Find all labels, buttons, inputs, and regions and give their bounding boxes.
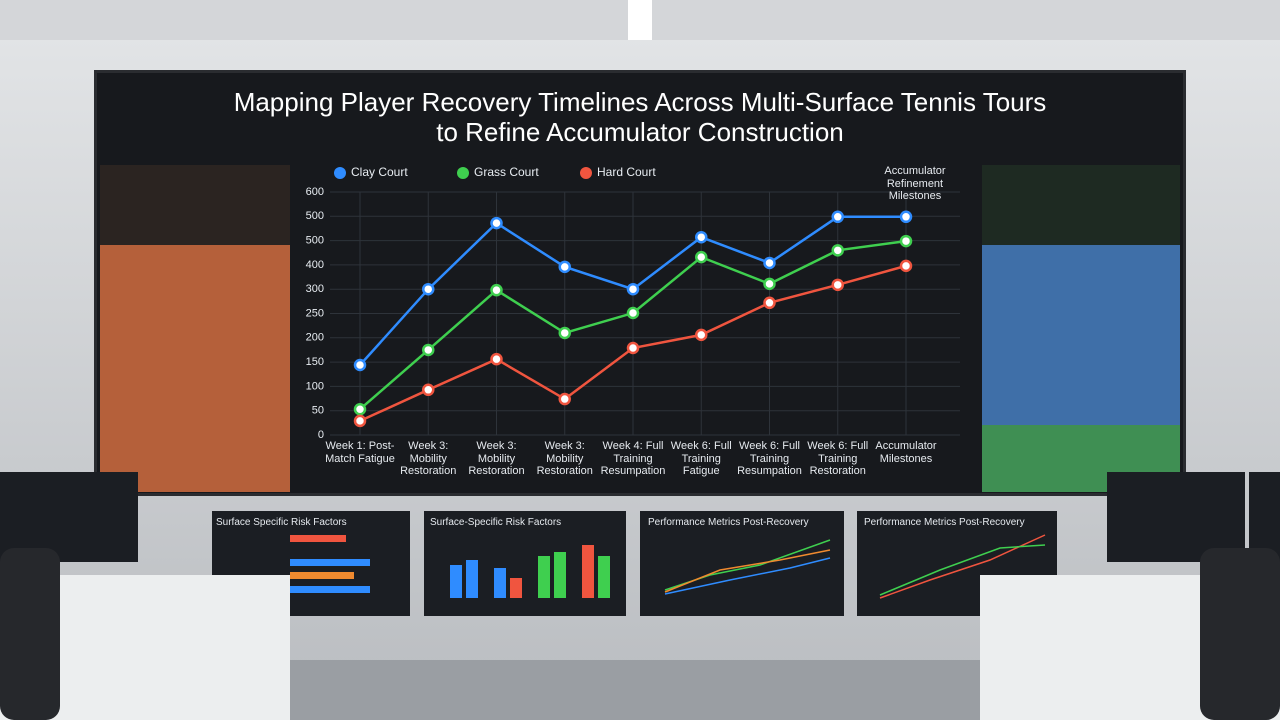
annotation: Accumulator Refinement Milestones (884, 165, 946, 203)
x-tick-label: Week 3: Mobility Restoration (400, 440, 457, 478)
data-point (353, 414, 367, 428)
data-point (695, 328, 708, 342)
data-point (695, 250, 708, 264)
y-tick-label: 100 (306, 380, 324, 392)
data-point (763, 277, 776, 291)
panel-line (664, 549, 831, 593)
data-point (558, 326, 571, 340)
panel-bar (582, 545, 594, 598)
x-tick-label: Week 3: Mobility Restoration (468, 440, 525, 478)
y-tick-label: 500 (306, 210, 324, 222)
ceiling-light (628, 0, 652, 40)
y-tick-label: 200 (306, 332, 324, 344)
data-point (422, 383, 435, 397)
data-point (626, 341, 640, 355)
monitor (1249, 472, 1280, 562)
panel-title: Performance Metrics Post-Recovery (648, 517, 809, 528)
panel-bar (290, 535, 346, 542)
data-point (490, 216, 503, 230)
y-tick-label: 500 (306, 235, 324, 247)
chart: 0 50 100 150 200 250 300 400 500 500 600 Clay Court… (306, 165, 960, 441)
chair (1200, 548, 1280, 720)
panel-bar (554, 552, 566, 598)
data-point (763, 256, 776, 270)
data-point (422, 282, 435, 296)
panel-bar (290, 572, 354, 579)
legend-marker (580, 167, 592, 179)
data-point (695, 230, 708, 244)
legend-marker (334, 167, 346, 179)
data-point (899, 234, 913, 248)
y-tick-label: 150 (306, 356, 324, 368)
clay-stands (100, 165, 290, 245)
panel-title: Surface-Specific Risk Factors (430, 517, 562, 528)
y-tick-label: 0 (318, 429, 324, 441)
panel-line (879, 544, 1046, 596)
data-point (626, 282, 640, 296)
data-point (558, 260, 571, 274)
x-tick-label: Week 6: Full Training Restoration (807, 440, 869, 478)
panel-bar (450, 565, 462, 598)
panel-bar (510, 578, 522, 598)
hard-stands (982, 165, 1180, 245)
data-point (626, 306, 640, 320)
legend-label: Grass Court (474, 165, 539, 179)
monitor (1107, 472, 1245, 562)
y-tick-label: 400 (306, 259, 324, 271)
y-tick-label: 50 (312, 405, 324, 417)
x-tick-label: Accumulator Milestones (875, 440, 937, 465)
y-tick-label: 300 (306, 283, 324, 295)
legend-marker (457, 167, 469, 179)
panels (212, 511, 1057, 616)
data-point (899, 259, 913, 273)
data-point (353, 358, 367, 372)
panel-title: Surface Specific Risk Factors (216, 517, 347, 528)
data-point (831, 210, 844, 224)
legend-label: Hard Court (597, 165, 656, 179)
panel-title: Performance Metrics Post-Recovery (864, 517, 1025, 528)
panel-bar (466, 560, 478, 598)
chart-title: Mapping Player Recovery Timelines Across… (233, 87, 1047, 147)
panel-bar (290, 559, 370, 566)
data-point (831, 244, 844, 257)
legend-label: Clay Court (351, 165, 408, 179)
panel-bar (290, 586, 370, 593)
data-point (422, 343, 435, 357)
data-point (831, 278, 844, 292)
x-tick-label: Week 4: Full Training Resumpation (600, 440, 666, 478)
x-tick-label: Week 1: Post-Match Fatigue (325, 440, 395, 465)
panel-bar (538, 556, 550, 598)
y-tick-label: 600 (306, 186, 324, 198)
data-point (490, 283, 503, 297)
panel-line (664, 557, 831, 595)
data-point (899, 210, 913, 224)
data-point (490, 352, 503, 366)
monitor (0, 472, 138, 562)
chair (0, 548, 60, 720)
y-tick-label: 250 (306, 307, 324, 319)
panel-bar (598, 556, 610, 598)
panel-bar (494, 568, 506, 598)
data-point (353, 402, 367, 416)
data-point (763, 296, 776, 310)
x-tick-label: Week 6: Full Training Resumpation (737, 440, 802, 478)
data-point (558, 392, 571, 406)
x-tick-label: Week 3: Mobility Restoration (536, 440, 593, 478)
x-tick-label: Week 6: Full Training Fatigue (670, 440, 732, 478)
